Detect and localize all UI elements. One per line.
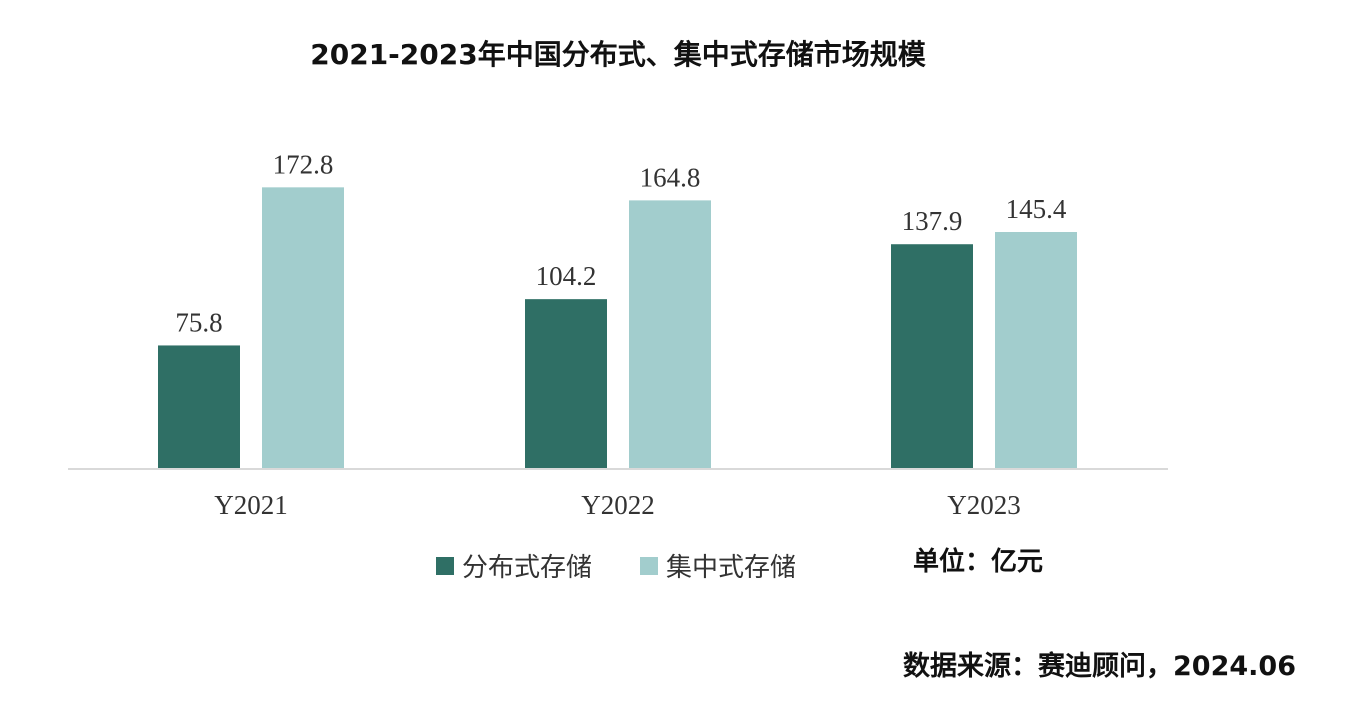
source-note: 数据来源：赛迪顾问，2024.06 (903, 650, 1296, 682)
bar-centralized-y2021 (262, 187, 344, 469)
x-tick-labels: Y2021 Y2022 Y2023 (214, 490, 1021, 520)
x-tick-y2023: Y2023 (947, 490, 1021, 520)
legend-swatch-distributed (436, 557, 454, 575)
bar-distributed-y2023 (891, 244, 973, 469)
x-tick-y2022: Y2022 (581, 490, 655, 520)
legend-swatch-centralized (640, 557, 658, 575)
data-label-distributed-y2021: 75.8 (175, 307, 222, 337)
legend-label-distributed: 分布式存储 (462, 553, 592, 583)
bar-distributed-y2022 (525, 299, 607, 469)
data-label-centralized-y2023: 145.4 (1006, 194, 1067, 224)
x-tick-y2021: Y2021 (214, 490, 288, 520)
data-label-centralized-y2021: 172.8 (273, 149, 334, 179)
bar-centralized-y2022 (629, 200, 711, 469)
bars-group (158, 187, 1077, 469)
bar-centralized-y2023 (995, 231, 1077, 469)
legend: 分布式存储 集中式存储 (436, 553, 796, 583)
data-label-distributed-y2022: 104.2 (536, 261, 597, 291)
data-label-centralized-y2022: 164.8 (640, 162, 701, 192)
data-label-distributed-y2023: 137.9 (902, 206, 963, 236)
bar-distributed-y2021 (158, 345, 240, 469)
legend-label-centralized: 集中式存储 (666, 553, 796, 583)
data-labels-group: 75.8 172.8 104.2 164.8 137.9 145.4 (175, 149, 1067, 337)
unit-label: 单位：亿元 (913, 546, 1043, 577)
chart-title: 2021-2023年中国分布式、集中式存储市场规模 (310, 38, 926, 71)
